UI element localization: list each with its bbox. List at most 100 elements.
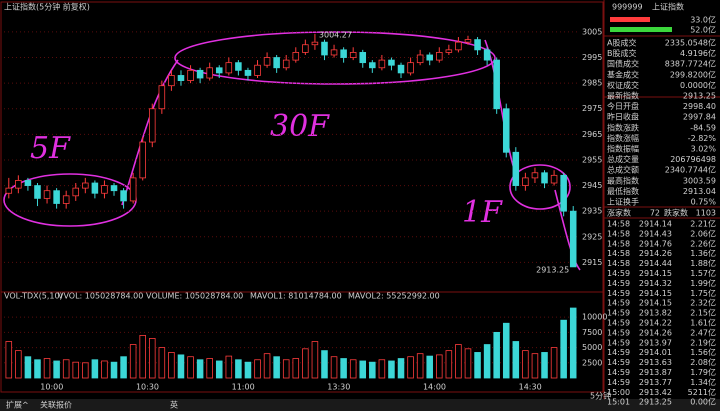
y-tick-label: 2945 bbox=[582, 181, 602, 190]
candle-body bbox=[502, 108, 510, 153]
tick-price: 2913.63 bbox=[639, 358, 672, 367]
footer-item[interactable]: 英 bbox=[170, 400, 178, 410]
indicator-bar bbox=[610, 17, 650, 22]
tick-price: 2913.42 bbox=[639, 388, 672, 397]
volume-bar bbox=[101, 360, 108, 379]
volume-bar bbox=[120, 356, 127, 379]
volume-bar bbox=[244, 361, 252, 379]
breadth-value: 72 bbox=[650, 209, 660, 218]
volume-bar bbox=[139, 335, 146, 379]
volume-bar bbox=[541, 352, 548, 379]
stat-label: 总成交额 bbox=[607, 165, 639, 175]
candle-body bbox=[522, 177, 529, 186]
candle-body bbox=[24, 180, 32, 186]
tick-volume: 2.32亿 bbox=[690, 298, 716, 308]
y-tick-label: 2985 bbox=[582, 79, 602, 88]
stat-value: -84.59 bbox=[690, 123, 716, 132]
footer-item[interactable]: 扩展^ bbox=[6, 400, 29, 410]
chart-frame bbox=[0, 1, 604, 393]
stat-label: 权证成交 bbox=[607, 80, 639, 90]
candle-body bbox=[378, 59, 386, 69]
volume-bar bbox=[187, 356, 194, 379]
y-tick-label: 2500 bbox=[582, 358, 602, 367]
candle-body bbox=[129, 177, 137, 202]
tick-volume: 2.15亿 bbox=[690, 308, 716, 318]
volume-bar bbox=[426, 355, 433, 379]
candle-body bbox=[512, 151, 520, 186]
annotation-ellipse bbox=[174, 31, 496, 85]
candle-body bbox=[445, 49, 453, 53]
tick-time: 14:59 bbox=[607, 279, 630, 288]
candle-body bbox=[388, 59, 395, 66]
volume-bar bbox=[302, 348, 309, 379]
candle-body bbox=[550, 174, 558, 184]
volume-bar bbox=[330, 356, 338, 379]
tick-price: 2913.25 bbox=[639, 398, 672, 407]
candle-body bbox=[101, 185, 108, 194]
volume-bar bbox=[282, 359, 290, 379]
candle-body bbox=[340, 49, 347, 58]
candle-body bbox=[273, 57, 280, 69]
stat-value: 0.0000亿 bbox=[680, 80, 716, 90]
tick-volume: 1.36亿 bbox=[690, 248, 716, 258]
volume-bar bbox=[15, 350, 22, 379]
candle-body bbox=[359, 52, 367, 64]
tick-price: 2914.15 bbox=[639, 289, 672, 298]
candle-body bbox=[120, 190, 127, 202]
tick-price: 2913.77 bbox=[639, 378, 672, 387]
tick-volume: 2.47亿 bbox=[690, 327, 716, 337]
candle-body bbox=[369, 62, 376, 69]
tick-volume: 1.79亿 bbox=[690, 367, 716, 377]
candle-body bbox=[215, 67, 223, 74]
volume-bar bbox=[388, 360, 395, 379]
candle-body bbox=[330, 49, 338, 56]
chart-title: 上证指数(5分钟 前复权) bbox=[4, 2, 90, 12]
tick-volume: 1.99亿 bbox=[690, 278, 716, 288]
stat-label: 最高指数 bbox=[607, 175, 639, 185]
y-tick-label: 2935 bbox=[582, 207, 602, 216]
stat-value: 2998.40 bbox=[683, 102, 716, 111]
period-label: 5分钟 bbox=[590, 391, 611, 401]
x-tick-label: 13:30 bbox=[327, 383, 350, 392]
volume-bar bbox=[215, 360, 223, 379]
volume-bar bbox=[321, 350, 328, 379]
footer-item[interactable]: 关联报价 bbox=[40, 400, 72, 410]
stat-label: 基金成交 bbox=[607, 69, 639, 79]
candle-body bbox=[110, 185, 118, 192]
quote-code: 999999 bbox=[612, 3, 643, 12]
stat-label: A股成交 bbox=[607, 38, 636, 48]
candle-body bbox=[187, 69, 194, 81]
volume-bar bbox=[531, 353, 539, 379]
volume-bar bbox=[378, 359, 386, 379]
tick-price: 2913.82 bbox=[639, 309, 672, 318]
tick-price: 2914.15 bbox=[639, 299, 672, 308]
volume-bar bbox=[359, 360, 367, 379]
volume-bar bbox=[292, 358, 300, 379]
volume-bar bbox=[206, 358, 213, 379]
stat-label: 国债成交 bbox=[607, 59, 639, 69]
volume-label: MAVOL2: 55252992.00 bbox=[348, 292, 440, 301]
high-label: 3004.27 bbox=[319, 30, 352, 39]
candle-body bbox=[196, 69, 204, 79]
tick-price: 2913.87 bbox=[639, 368, 672, 377]
bar-label: 52.0亿 bbox=[690, 25, 716, 35]
volume-bar bbox=[43, 358, 51, 379]
tick-time: 14:58 bbox=[607, 249, 630, 258]
stat-label: 最低指数 bbox=[607, 186, 639, 196]
stat-value: 2913.25 bbox=[683, 92, 716, 101]
breadth-label: 跌家数 bbox=[664, 208, 688, 218]
tick-price: 2914.22 bbox=[639, 319, 672, 328]
volume-bar bbox=[407, 356, 414, 379]
volume-bar bbox=[24, 356, 32, 379]
annotation: 5F bbox=[30, 131, 71, 166]
volume-bar bbox=[493, 331, 500, 379]
volume-bar bbox=[110, 361, 118, 379]
tick-time: 14:59 bbox=[607, 338, 630, 347]
volume-bar bbox=[5, 341, 13, 379]
volume-bar bbox=[168, 352, 175, 379]
candle-body bbox=[235, 62, 242, 71]
candle-body bbox=[292, 52, 300, 61]
stat-label: 指数振幅 bbox=[607, 144, 639, 154]
volume-bar bbox=[349, 359, 357, 379]
candle-body bbox=[455, 41, 462, 51]
